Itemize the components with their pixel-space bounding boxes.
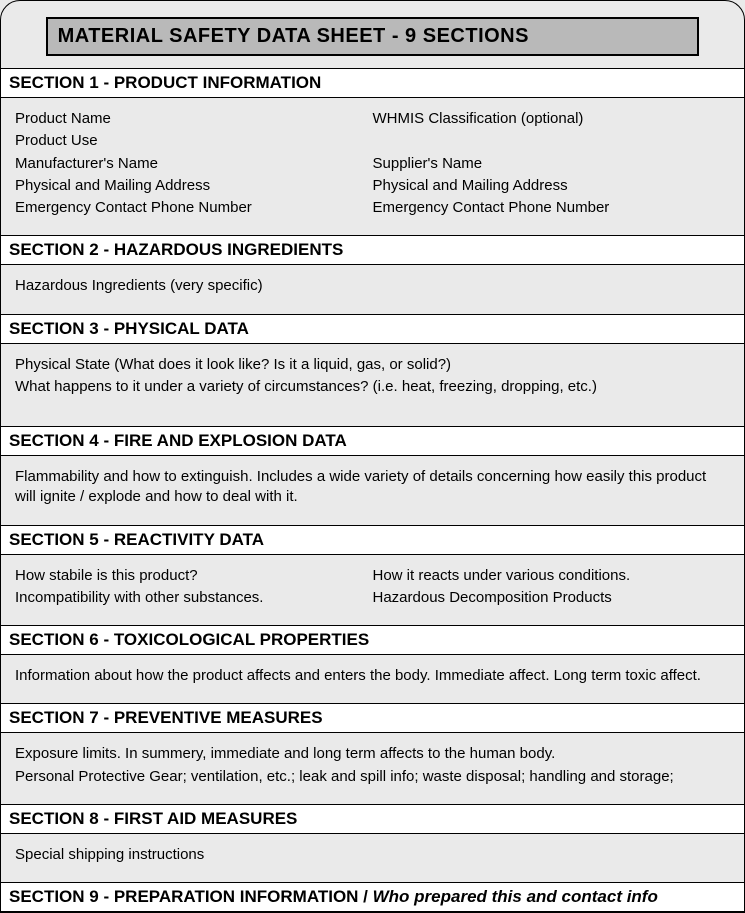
section-3-header: SECTION 3 - PHYSICAL DATA xyxy=(1,314,744,344)
section-8-header: SECTION 8 - FIRST AID MEASURES xyxy=(1,804,744,834)
section-5-header: SECTION 5 - REACTIVITY DATA xyxy=(1,525,744,555)
section-9-header: SECTION 9 - PREPARATION INFORMATION / Wh… xyxy=(1,882,744,912)
msds-sheet: MATERIAL SAFETY DATA SHEET - 9 SECTIONS … xyxy=(0,0,745,913)
section-5-body: How stabile is this product? Incompatibi… xyxy=(1,555,744,626)
s1-left-2: Manufacturer's Name xyxy=(15,153,373,175)
s7-line2: Personal Protective Gear; ventilation, e… xyxy=(15,766,730,788)
section-7-body: Exposure limits. In summery, immediate a… xyxy=(1,733,744,804)
section-6-body: Information about how the product affect… xyxy=(1,655,744,703)
section-1-body: Product Name Product Use Manufacturer's … xyxy=(1,98,744,235)
section-2-header: SECTION 2 - HAZARDOUS INGREDIENTS xyxy=(1,235,744,265)
s1-left-3: Physical and Mailing Address xyxy=(15,175,373,197)
s9-header-italic: Who prepared this and contact info xyxy=(373,887,658,906)
s3-line1: Physical State (What does it look like? … xyxy=(15,354,730,376)
s4-text: Flammability and how to extinguish. Incl… xyxy=(15,466,730,509)
s1-right-0: WHMIS Classification (optional) xyxy=(373,108,731,130)
section-8-body: Special shipping instructions xyxy=(1,834,744,882)
section-3-body: Physical State (What does it look like? … xyxy=(1,344,744,427)
s1-left-1: Product Use xyxy=(15,130,373,152)
s5-left-0: How stabile is this product? xyxy=(15,565,373,587)
section-5-right-col: How it reacts under various conditions. … xyxy=(373,565,731,610)
section-6-header: SECTION 6 - TOXICOLOGICAL PROPERTIES xyxy=(1,625,744,655)
s5-right-0: How it reacts under various conditions. xyxy=(373,565,731,587)
s3-line2: What happens to it under a variety of ci… xyxy=(15,376,730,398)
section-1-header: SECTION 1 - PRODUCT INFORMATION xyxy=(1,68,744,98)
s2-text: Hazardous Ingredients (very specific) xyxy=(15,275,730,297)
section-7-header: SECTION 7 - PREVENTIVE MEASURES xyxy=(1,703,744,733)
s5-right-1: Hazardous Decomposition Products xyxy=(373,587,731,609)
s6-text: Information about how the product affect… xyxy=(15,665,730,687)
sheet-title: MATERIAL SAFETY DATA SHEET - 9 SECTIONS xyxy=(46,17,700,56)
s1-left-4: Emergency Contact Phone Number xyxy=(15,197,373,219)
s1-right-2: Supplier's Name xyxy=(373,153,731,175)
s8-text: Special shipping instructions xyxy=(15,844,730,866)
section-5-left-col: How stabile is this product? Incompatibi… xyxy=(15,565,373,610)
s5-left-1: Incompatibility with other substances. xyxy=(15,587,373,609)
s9-header-plain: SECTION 9 - PREPARATION INFORMATION xyxy=(9,887,363,906)
s9-header-sep: / xyxy=(363,887,372,906)
section-2-body: Hazardous Ingredients (very specific) xyxy=(1,265,744,313)
section-4-body: Flammability and how to extinguish. Incl… xyxy=(1,456,744,525)
s1-left-0: Product Name xyxy=(15,108,373,130)
section-1-left-col: Product Name Product Use Manufacturer's … xyxy=(15,108,373,219)
s1-right-4: Emergency Contact Phone Number xyxy=(373,197,731,219)
s1-right-3: Physical and Mailing Address xyxy=(373,175,731,197)
section-4-header: SECTION 4 - FIRE AND EXPLOSION DATA xyxy=(1,426,744,456)
section-1-right-col: WHMIS Classification (optional) Supplier… xyxy=(373,108,731,219)
s7-line1: Exposure limits. In summery, immediate a… xyxy=(15,743,730,765)
s1-right-1 xyxy=(373,130,731,152)
